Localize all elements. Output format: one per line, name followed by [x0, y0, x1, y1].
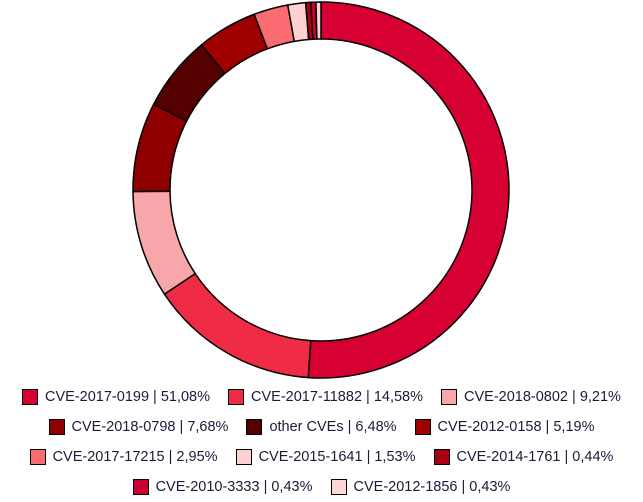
legend-swatch — [433, 449, 450, 465]
legend-item[interactable]: CVE-2012-0158 | 5,19% — [414, 419, 595, 435]
legend-swatch — [29, 449, 46, 465]
legend-label: CVE-2017-17215 | 2,95% — [52, 449, 218, 465]
legend-item[interactable]: CVE-2017-0199 | 51,08% — [22, 389, 210, 405]
legend-item[interactable]: CVE-2017-17215 | 2,95% — [29, 449, 218, 465]
legend-swatch — [330, 479, 347, 495]
legend-row: CVE-2017-17215 | 2,95% CVE-2015-1641 | 1… — [0, 442, 643, 472]
legend-item[interactable]: CVE-2017-11882 | 14,58% — [228, 389, 423, 405]
legend-swatch — [132, 479, 149, 495]
legend-label: CVE-2012-1856 | 0,43% — [353, 479, 511, 495]
legend-swatch — [22, 389, 39, 405]
legend-label: CVE-2012-0158 | 5,19% — [437, 419, 595, 435]
donut-chart — [132, 1, 510, 379]
donut-slice[interactable] — [315, 1, 322, 40]
legend-item[interactable]: CVE-2014-1761 | 0,44% — [433, 449, 614, 465]
legend-swatch — [414, 419, 431, 435]
legend-item[interactable]: CVE-2018-0802 | 9,21% — [441, 389, 621, 405]
legend-swatch — [246, 419, 263, 435]
legend-swatch — [441, 389, 458, 405]
legend-item[interactable]: CVE-2018-0798 | 7,68% — [48, 419, 229, 435]
legend-item[interactable]: other CVEs | 6,48% — [246, 419, 397, 435]
donut-slice[interactable] — [307, 1, 510, 379]
legend-swatch — [48, 419, 65, 435]
legend-item[interactable]: CVE-2015-1641 | 1,53% — [235, 449, 416, 465]
legend-label: CVE-2010-3333 | 0,43% — [155, 479, 313, 495]
legend-swatch — [228, 389, 245, 405]
legend-label: CVE-2018-0802 | 9,21% — [464, 389, 621, 405]
legend-label: CVE-2014-1761 | 0,44% — [456, 449, 614, 465]
legend-label: CVE-2015-1641 | 1,53% — [258, 449, 416, 465]
legend-item[interactable]: CVE-2010-3333 | 0,43% — [132, 479, 313, 495]
legend-label: other CVEs | 6,48% — [269, 419, 397, 435]
legend-row: CVE-2018-0798 | 7,68% other CVEs | 6,48%… — [0, 412, 643, 442]
legend-row: CVE-2017-0199 | 51,08% CVE-2017-11882 | … — [0, 382, 643, 412]
donut-slice[interactable] — [132, 190, 197, 295]
legend-swatch — [235, 449, 252, 465]
legend-row: CVE-2010-3333 | 0,43% CVE-2012-1856 | 0,… — [0, 472, 643, 502]
legend-label: CVE-2018-0798 | 7,68% — [71, 419, 229, 435]
donut-slice[interactable] — [163, 272, 312, 379]
legend-item[interactable]: CVE-2012-1856 | 0,43% — [330, 479, 511, 495]
legend-label: CVE-2017-11882 | 14,58% — [251, 389, 424, 405]
chart-legend: CVE-2017-0199 | 51,08% CVE-2017-11882 | … — [0, 382, 643, 502]
legend-label: CVE-2017-0199 | 51,08% — [45, 389, 211, 405]
